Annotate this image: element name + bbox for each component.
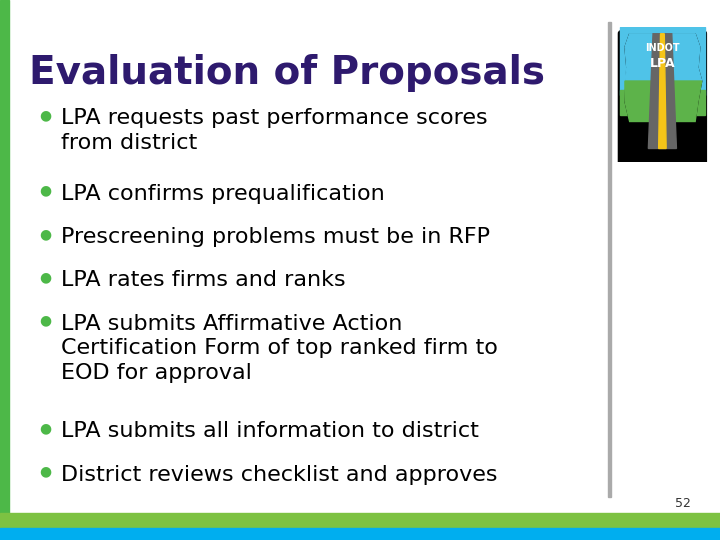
Text: 52: 52 bbox=[675, 497, 691, 510]
Text: ●: ● bbox=[40, 108, 52, 122]
Text: LPA submits all information to district: LPA submits all information to district bbox=[61, 421, 479, 441]
Text: ●: ● bbox=[40, 464, 52, 478]
Text: LPA requests past performance scores
from district: LPA requests past performance scores fro… bbox=[61, 108, 488, 153]
Polygon shape bbox=[625, 33, 702, 81]
Text: LPA: LPA bbox=[649, 57, 675, 70]
Text: ●: ● bbox=[40, 421, 52, 435]
Text: Evaluation of Proposals: Evaluation of Proposals bbox=[29, 54, 545, 92]
Text: District reviews checklist and approves: District reviews checklist and approves bbox=[61, 464, 498, 485]
Text: LPA confirms prequalification: LPA confirms prequalification bbox=[61, 184, 385, 204]
Polygon shape bbox=[649, 33, 677, 148]
FancyBboxPatch shape bbox=[618, 31, 706, 165]
Text: INDOT: INDOT bbox=[645, 43, 680, 53]
Text: Prescreening problems must be in RFP: Prescreening problems must be in RFP bbox=[61, 227, 490, 247]
Bar bbox=[621, 27, 704, 94]
Text: LPA rates firms and ranks: LPA rates firms and ranks bbox=[61, 270, 346, 291]
Polygon shape bbox=[659, 33, 666, 148]
Bar bbox=[621, 90, 704, 115]
Text: ●: ● bbox=[40, 270, 52, 284]
Text: ●: ● bbox=[40, 184, 52, 198]
Text: LPA submits Affirmative Action
Certification Form of top ranked firm to
EOD for : LPA submits Affirmative Action Certifica… bbox=[61, 314, 498, 383]
Text: ●: ● bbox=[40, 314, 52, 328]
Polygon shape bbox=[625, 81, 702, 122]
Text: ●: ● bbox=[40, 227, 52, 241]
Polygon shape bbox=[625, 33, 702, 148]
